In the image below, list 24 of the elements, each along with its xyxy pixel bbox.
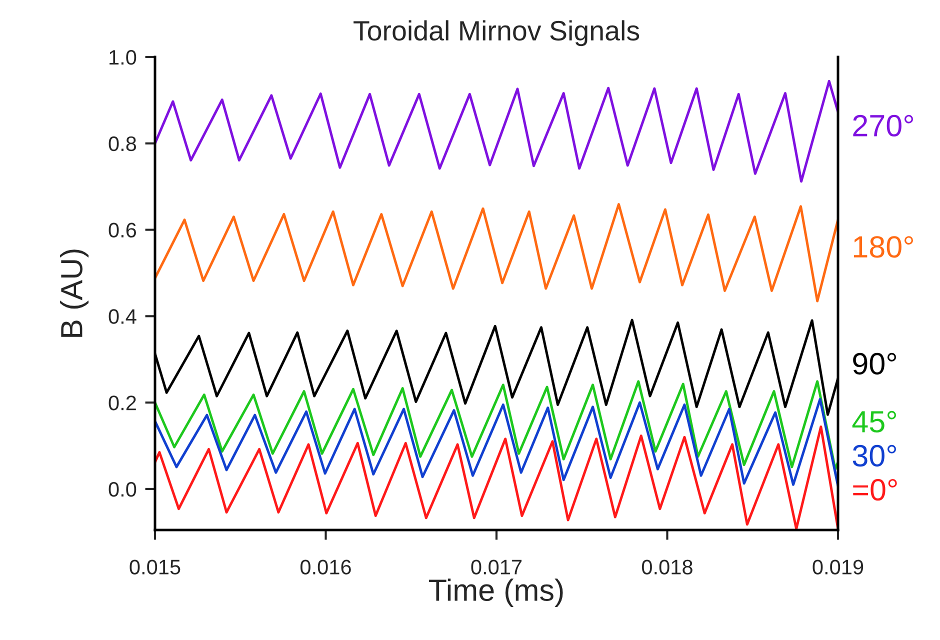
x-axis-title: Time (ms) — [429, 578, 563, 608]
series-label: 45° — [852, 410, 896, 433]
x-tick-label: 0.017 — [471, 560, 522, 574]
x-tick-label: 0.019 — [812, 560, 864, 574]
series-label: 30° — [852, 444, 896, 467]
y-tick-label: 0.8 — [108, 136, 136, 152]
chart-title: Toroidal Mirnov Signals — [354, 20, 640, 46]
x-tick-label: 0.018 — [642, 560, 692, 574]
y-tick-label: 0.0 — [108, 482, 136, 497]
y-tick-label: 1.0 — [110, 50, 136, 65]
series-label: 180° — [854, 236, 914, 258]
x-tick-label: 0.015 — [130, 560, 180, 574]
y-tick-label: 0.2 — [108, 396, 136, 410]
series-label: 270° — [853, 114, 914, 136]
line-series — [155, 203, 838, 302]
line-series — [155, 380, 838, 470]
series-label: =0° — [853, 478, 897, 501]
line-series — [155, 398, 838, 488]
line-series — [155, 80, 838, 183]
x-tick-label: 0.016 — [300, 560, 351, 574]
series-label: 90° — [853, 352, 896, 375]
y-tick-label: 0.4 — [108, 309, 136, 324]
y-tick-label: 0.6 — [108, 222, 136, 238]
y-axis-title: B (AU) — [60, 250, 89, 337]
